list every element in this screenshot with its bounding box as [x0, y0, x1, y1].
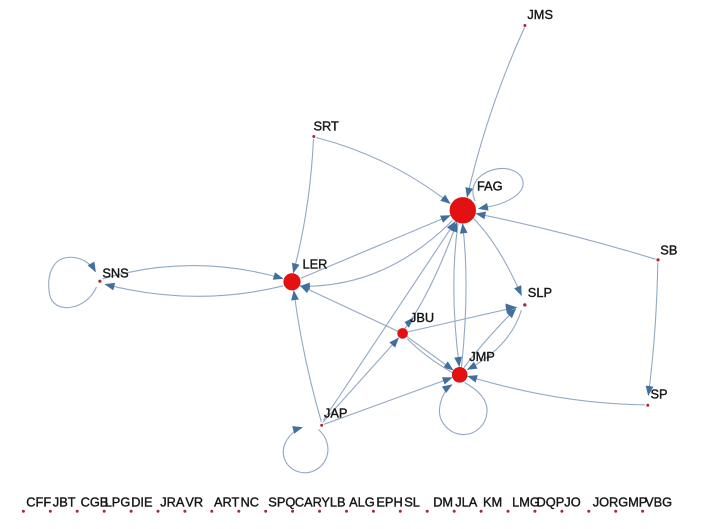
- svg-text:DIE: DIE: [131, 495, 152, 510]
- svg-text:KM: KM: [483, 495, 502, 510]
- svg-text:JAP: JAP: [324, 406, 347, 421]
- svg-text:LPG: LPG: [105, 495, 131, 510]
- svg-text:JO: JO: [564, 495, 580, 510]
- svg-text:DQP: DQP: [537, 495, 565, 510]
- svg-text:CAR: CAR: [295, 495, 322, 510]
- svg-text:ALG: ALG: [349, 495, 375, 510]
- svg-text:JLA: JLA: [455, 495, 478, 510]
- svg-text:EPH: EPH: [376, 495, 402, 510]
- svg-text:LMG: LMG: [512, 495, 540, 510]
- svg-text:SP: SP: [651, 387, 668, 402]
- svg-text:SLP: SLP: [528, 285, 552, 300]
- svg-text:JBT: JBT: [53, 495, 76, 510]
- svg-text:VR: VR: [185, 495, 203, 510]
- svg-text:YLB: YLB: [321, 495, 345, 510]
- svg-text:GMP: GMP: [618, 495, 647, 510]
- svg-text:NC: NC: [241, 495, 259, 510]
- svg-text:SPQ: SPQ: [268, 495, 295, 510]
- svg-text:JMS: JMS: [527, 7, 553, 22]
- svg-text:JRA: JRA: [160, 495, 185, 510]
- svg-text:FAG: FAG: [477, 178, 503, 193]
- svg-text:CGB: CGB: [81, 495, 109, 510]
- svg-text:SRT: SRT: [314, 119, 340, 134]
- svg-text:CFF: CFF: [26, 495, 51, 510]
- svg-text:SB: SB: [660, 242, 677, 257]
- svg-text:ART: ART: [214, 495, 240, 510]
- svg-text:JBU: JBU: [410, 310, 434, 325]
- svg-text:DM: DM: [433, 495, 453, 510]
- svg-text:VBG: VBG: [645, 495, 672, 510]
- svg-text:SNS: SNS: [102, 265, 128, 280]
- svg-text:SL: SL: [404, 495, 420, 510]
- svg-text:LER: LER: [303, 257, 328, 272]
- svg-text:JMP: JMP: [469, 349, 495, 364]
- svg-text:JOR: JOR: [593, 495, 619, 510]
